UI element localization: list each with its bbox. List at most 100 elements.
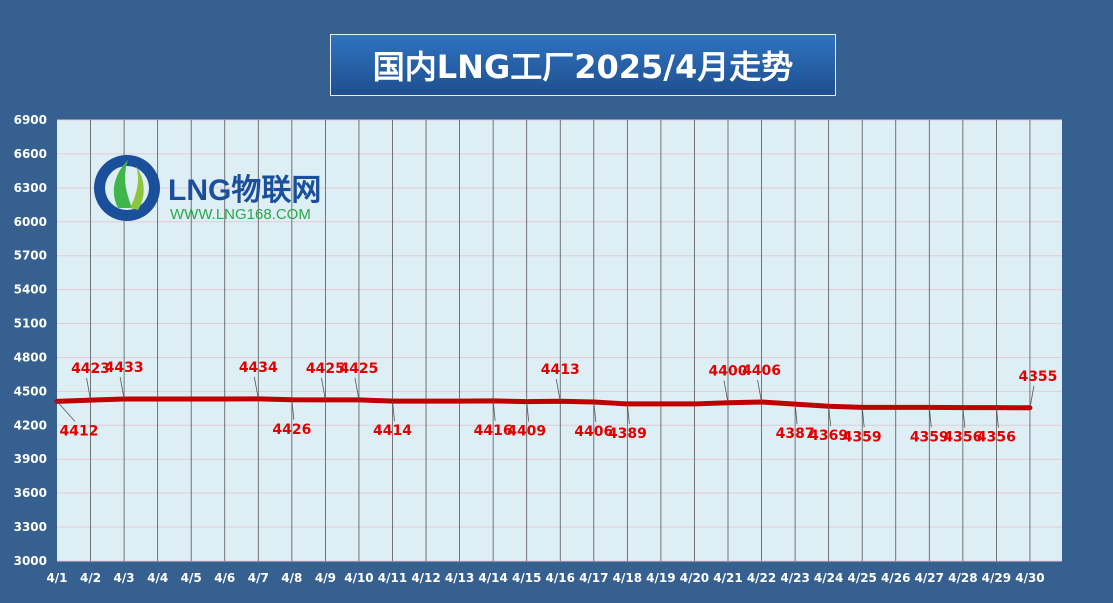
x-tick-label: 4/30 <box>1015 571 1044 585</box>
x-tick-label: 4/28 <box>948 571 977 585</box>
data-label: 4425 <box>339 361 378 377</box>
data-label: 4369 <box>809 428 848 444</box>
label-leader <box>861 407 865 428</box>
data-label: 4359 <box>843 429 882 445</box>
chart-title-box: 国内LNG工厂2025/4月走势 <box>330 34 836 96</box>
logo-flame-icon <box>113 160 132 208</box>
x-tick-label: 4/15 <box>512 571 541 585</box>
y-tick-label: 3900 <box>14 452 47 466</box>
x-tick-label: 4/7 <box>248 571 269 585</box>
data-point <box>458 399 462 403</box>
x-tick-label: 4/11 <box>378 571 407 585</box>
y-tick-label: 3600 <box>14 486 47 500</box>
logo-url-text: WWW.LNG168.COM <box>170 206 311 223</box>
label-leader <box>928 407 932 428</box>
x-tick-label: 4/25 <box>847 571 876 585</box>
data-label: 4400 <box>709 364 748 380</box>
x-axis: 4/1 4/2 4/3 4/4 4/5 4/6 4/7 4/8 4/9 4/10 4/11 4/12 4… <box>46 571 1044 585</box>
x-tick-label: 4/5 <box>181 571 202 585</box>
y-tick-label: 4200 <box>14 418 47 432</box>
y-tick-label: 6600 <box>14 147 47 161</box>
x-tick-label: 4/22 <box>747 571 776 585</box>
data-label: 4433 <box>105 360 144 376</box>
data-label: 4406 <box>742 363 781 379</box>
y-tick-label: 6900 <box>14 113 47 127</box>
x-tick-label: 4/20 <box>680 571 709 585</box>
x-tick-label: 4/4 <box>147 571 168 585</box>
data-label: 4409 <box>507 424 546 440</box>
x-tick-label: 4/10 <box>344 571 373 585</box>
label-leader <box>794 404 798 425</box>
x-tick-label: 4/24 <box>814 571 843 585</box>
x-tick-label: 4/21 <box>713 571 742 585</box>
data-label: 4434 <box>239 360 278 376</box>
data-label: 4406 <box>574 424 613 440</box>
x-tick-label: 4/14 <box>478 571 507 585</box>
x-tick-label: 4/16 <box>546 571 575 585</box>
label-leader <box>321 377 326 400</box>
data-label: 4413 <box>541 362 580 378</box>
data-label: 4425 <box>306 361 345 377</box>
label-leader <box>757 379 762 403</box>
data-label: 4426 <box>272 422 311 438</box>
label-leader <box>1029 385 1035 408</box>
y-tick-label: 6000 <box>14 215 47 229</box>
label-leader <box>354 377 360 400</box>
chart-title: 国内LNG工厂2025/4月走势 <box>372 48 794 86</box>
data-label: 4387 <box>776 426 815 442</box>
data-label: 4356 <box>977 430 1016 446</box>
label-leader <box>392 401 395 422</box>
grid-lines <box>57 119 1062 562</box>
x-tick-label: 4/27 <box>915 571 944 585</box>
label-leader <box>962 407 966 428</box>
data-label: 4389 <box>608 426 647 442</box>
x-tick-label: 4/3 <box>114 571 135 585</box>
data-label: 4359 <box>910 429 949 445</box>
y-tick-label: 5700 <box>14 249 47 263</box>
label-leader <box>526 401 530 422</box>
x-tick-label: 4/18 <box>613 571 642 585</box>
y-tick-label: 3000 <box>14 554 47 568</box>
data-label: 4423 <box>71 361 110 377</box>
label-leader <box>86 378 91 401</box>
x-tick-label: 4/29 <box>982 571 1011 585</box>
label-leader <box>723 380 729 403</box>
x-tick-label: 4/1 <box>46 571 67 585</box>
y-tick-label: 5100 <box>14 317 47 331</box>
data-point <box>659 402 663 406</box>
x-tick-label: 4/8 <box>281 571 302 585</box>
data-point <box>223 397 227 401</box>
data-point <box>894 405 898 409</box>
label-leader <box>291 399 295 420</box>
data-label: 4416 <box>474 423 513 439</box>
label-leader <box>492 400 496 421</box>
label-leader <box>593 401 597 423</box>
data-label: 4414 <box>373 423 412 439</box>
y-tick-label: 5400 <box>14 283 47 297</box>
data-label: 4356 <box>943 430 982 446</box>
y-tick-label: 6300 <box>14 181 47 195</box>
series-line <box>54 396 1033 411</box>
x-tick-label: 4/13 <box>445 571 474 585</box>
data-point <box>189 397 193 401</box>
label-leader <box>626 403 630 424</box>
label-leader <box>996 407 999 428</box>
x-tick-label: 4/26 <box>881 571 910 585</box>
x-tick-label: 4/19 <box>646 571 675 585</box>
label-leader <box>56 401 76 422</box>
lng-logo-watermark: LNG物联网 WWW.LNG168.COM <box>94 155 321 223</box>
data-point <box>692 402 696 406</box>
label-leader <box>119 376 125 400</box>
logo-brand-text: LNG物联网 <box>168 174 321 207</box>
x-tick-label: 4/6 <box>214 571 235 585</box>
data-point <box>156 397 160 401</box>
label-leader <box>555 379 561 402</box>
y-tick-label: 4800 <box>14 350 47 364</box>
data-point <box>424 399 428 403</box>
data-label: 4412 <box>60 423 99 439</box>
x-tick-label: 4/2 <box>80 571 101 585</box>
x-tick-label: 4/23 <box>780 571 809 585</box>
y-tick-label: 4500 <box>14 384 47 398</box>
